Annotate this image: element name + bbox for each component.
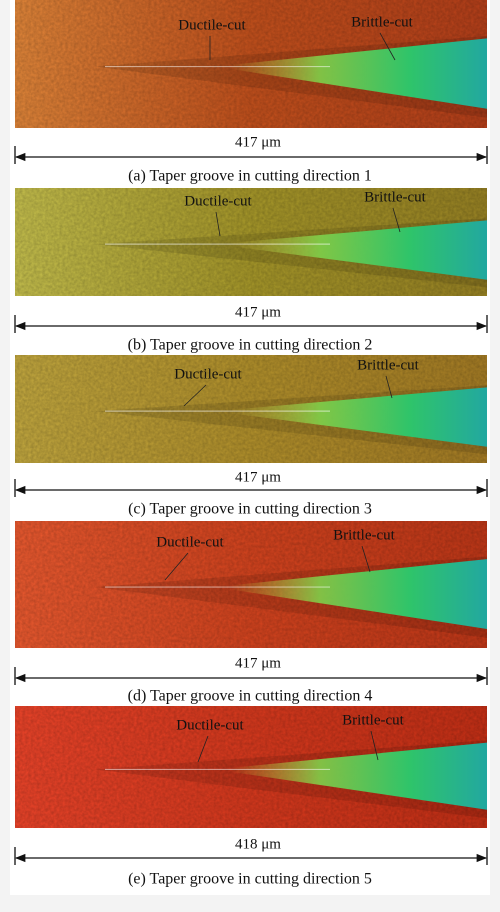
leader-line <box>392 207 401 233</box>
leader-line <box>361 545 371 573</box>
brittle-zone <box>215 559 487 629</box>
brittle-zone <box>215 38 487 109</box>
leader-line <box>379 32 396 61</box>
ductile-label: Ductile-cut <box>178 17 246 33</box>
caption: (a) Taper groove in cutting direction 1 <box>128 168 372 185</box>
scale-label: 418 μm <box>235 836 281 852</box>
brittle-zone <box>215 742 487 810</box>
ductile-label: Ductile-cut <box>156 534 224 550</box>
leader-line <box>183 384 207 407</box>
leader-line <box>215 211 221 237</box>
brittle-zone <box>215 220 487 280</box>
leader-line <box>197 735 209 763</box>
caption: (e) Taper groove in cutting direction 5 <box>128 871 372 888</box>
caption: (d) Taper groove in cutting direction 4 <box>128 688 373 705</box>
leader-line <box>385 375 393 399</box>
caption: (b) Taper groove in cutting direction 2 <box>128 337 373 354</box>
brittle-label: Brittle-cut <box>333 527 395 543</box>
ductile-label: Ductile-cut <box>184 193 252 209</box>
brittle-label: Brittle-cut <box>364 189 426 205</box>
ductile-label: Ductile-cut <box>174 366 242 382</box>
ductile-label: Ductile-cut <box>176 717 244 733</box>
scale-label: 417 μm <box>235 655 281 671</box>
brittle-label: Brittle-cut <box>342 712 404 728</box>
scale-label: 417 μm <box>235 304 281 320</box>
leader-line <box>164 552 189 581</box>
scale-label: 417 μm <box>235 469 281 485</box>
leader-line <box>370 730 379 761</box>
brittle-label: Brittle-cut <box>351 14 413 30</box>
scale-label: 417 μm <box>235 134 281 150</box>
brittle-label: Brittle-cut <box>357 357 419 373</box>
brittle-zone <box>215 387 487 447</box>
caption: (c) Taper groove in cutting direction 3 <box>128 501 372 518</box>
